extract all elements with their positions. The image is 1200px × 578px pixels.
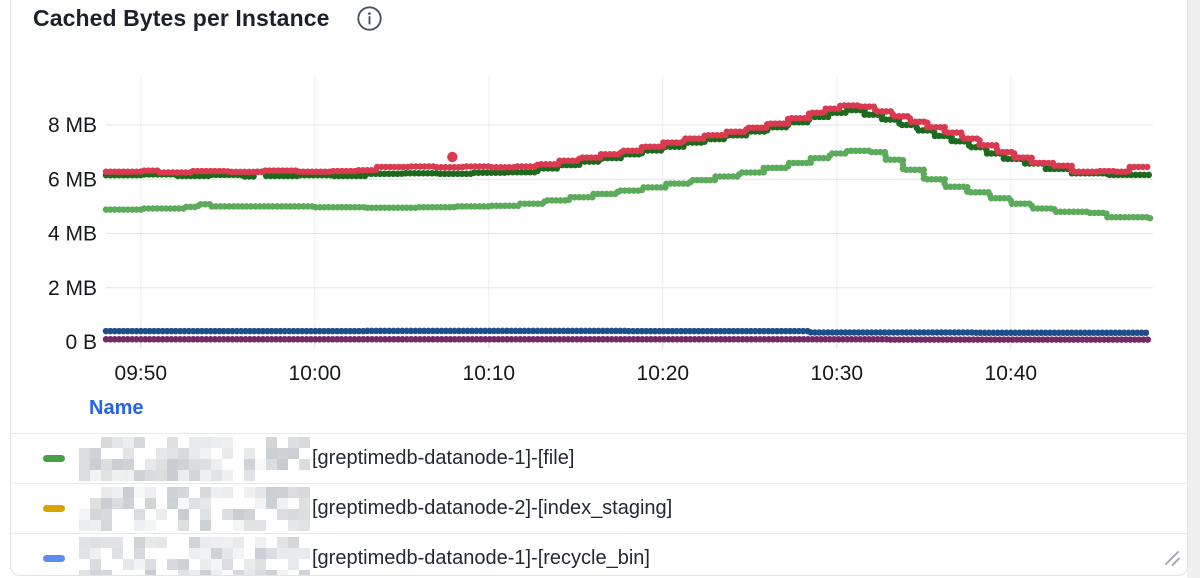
x-axis-label: 10:10 <box>463 362 516 385</box>
legend-label: [greptimedb-datanode-1]-[recycle_bin] <box>312 547 650 569</box>
panel-title: Cached Bytes per Instance <box>33 5 330 31</box>
series-navy-flat-series <box>102 327 1154 337</box>
panel-card: 09:50 10:00 10:10 10:20 10:30 10:40 0 B 2 MB 4 M… <box>10 0 1188 576</box>
series-swatch-icon <box>43 505 65 512</box>
x-axis-label: 10:00 <box>289 362 342 385</box>
page-background-strip <box>1187 0 1200 578</box>
legend-table: Name [greptimedb-datanode-1]-[file] [gre… <box>11 397 1187 575</box>
redacted-text-mosaic <box>79 536 310 575</box>
legend-row[interactable]: [greptimedb-datanode-1]-[recycle_bin] <box>11 533 1187 575</box>
x-axis-label: 10:20 <box>637 362 690 385</box>
legend-row[interactable]: [greptimedb-datanode-2]-[index_staging] <box>11 483 1187 533</box>
y-axis-label: 2 MB <box>48 277 97 300</box>
series-purple-flat-series <box>102 336 1154 344</box>
y-axis-label: 8 MB <box>48 114 97 137</box>
legend-row[interactable]: [greptimedb-datanode-1]-[file] <box>11 433 1187 483</box>
chart-svg[interactable]: 09:50 10:00 10:10 10:20 10:30 10:40 0 B 2 MB 4 M… <box>11 0 1187 575</box>
legend-column-header[interactable]: Name <box>11 397 1187 433</box>
redacted-text-mosaic <box>79 486 310 531</box>
x-axis-label: 10:30 <box>811 362 864 385</box>
panel-resize-handle[interactable] <box>1163 549 1181 567</box>
series-light-green-series <box>102 147 1154 222</box>
legend-name-header[interactable]: Name <box>89 397 144 419</box>
x-axis-label: 09:50 <box>115 362 168 385</box>
y-axis-label: 4 MB <box>48 223 97 246</box>
x-axis-label: 10:40 <box>985 362 1038 385</box>
series-red-series <box>102 102 1154 176</box>
y-axis-label: 0 B <box>65 331 97 354</box>
y-axis-label: 6 MB <box>48 168 97 191</box>
redacted-text-mosaic <box>79 436 310 481</box>
legend-label: [greptimedb-datanode-1]-[file] <box>312 447 575 469</box>
series-dark-green-series <box>102 106 1154 180</box>
legend-label: [greptimedb-datanode-2]-[index_staging] <box>312 497 673 519</box>
series-swatch-icon <box>43 555 65 562</box>
info-circle-icon[interactable] <box>356 5 383 32</box>
series-swatch-icon <box>43 455 65 462</box>
panel-header: Cached Bytes per Instance <box>33 5 383 32</box>
outlier-point <box>447 151 458 163</box>
